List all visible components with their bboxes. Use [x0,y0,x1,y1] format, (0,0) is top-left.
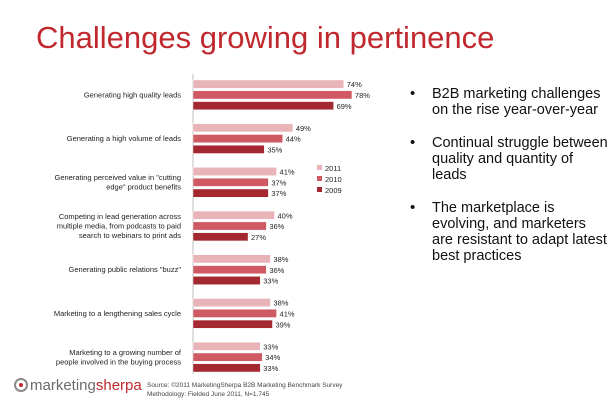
category-label: Generating perceived value in "cutting [55,173,182,182]
bar-2009-5 [192,276,261,285]
data-label: 40% [278,211,293,220]
bullet-item: • The marketplace is evolving, and market… [408,199,608,265]
logo-mark-icon [14,378,28,392]
category-label: Marketing to a growing number of [69,348,182,357]
source-line: Source: ©2011 MarketingSherpa B2B Market… [147,382,343,389]
methodology-line: Methodology: Fielded June 2011, N=1,745 [147,391,270,398]
bullet-text: B2B marketing challenges on the rise yea… [432,86,601,118]
bullet-list: • B2B marketing challenges on the rise ye… [408,86,608,281]
data-label: 33% [263,277,278,286]
bar-2011-1 [192,79,344,89]
bar-2010-4 [192,221,267,231]
category-label: Competing in lead generation across [59,212,181,221]
data-label: 36% [269,222,284,231]
data-label: 41% [280,310,295,319]
category-label: people involved in the buying process [56,357,181,366]
bar-2010-1 [192,90,353,100]
bar-2009-7 [192,363,261,373]
data-label: 44% [286,135,301,144]
bar-2011-3 [192,167,277,176]
bullet-icon: • [410,134,416,151]
bullet-text: The marketplace is evolving, and markete… [432,200,607,264]
bullet-item: • Continual struggle between quality and … [408,134,608,184]
data-label: 38% [273,255,288,264]
data-label: 69% [337,102,352,111]
legend-swatch-2010 [317,176,322,181]
category-label: multiple media, from podcasts to paid [57,222,181,231]
bar-2009-4 [192,232,249,242]
data-label: 33% [263,364,278,373]
bullet-icon: • [410,85,416,102]
data-label: 36% [269,266,284,275]
data-label: 27% [251,233,266,242]
data-label: 78% [355,91,370,100]
data-label: 49% [296,124,311,133]
data-label: 33% [263,342,278,351]
bar-2009-2 [192,145,265,154]
data-label: 37% [271,189,286,198]
legend-label-2010: 2010 [325,175,342,184]
logo-text-sherpa: sherpa [95,376,142,394]
bullet-icon: • [410,199,416,216]
bar-2010-2 [192,134,283,143]
bar-2009-3 [192,188,269,198]
legend-swatch-2011 [317,165,322,170]
bar-2011-5 [192,254,271,264]
data-label: 34% [265,353,280,362]
marketingsherpa-logo: marketing sherpa [14,375,142,395]
category-label: Generating public relations "buzz" [69,265,182,274]
bar-2010-7 [192,352,263,362]
bar-2009-1 [192,101,334,110]
data-label: 35% [267,146,282,155]
bar-2011-7 [192,342,261,351]
category-label: edge" product benefits [106,183,181,192]
slide-title: Challenges growing in pertinence [36,20,495,55]
data-label: 41% [280,168,295,177]
bar-2010-3 [192,177,269,187]
category-label: Generating a high volume of leads [67,134,181,143]
data-label: 37% [271,178,286,187]
legend-label-2011: 2011 [325,164,341,173]
legend-swatch-2009 [317,187,322,192]
category-label: Marketing to a lengthening sales cycle [54,309,181,318]
bar-2010-6 [192,309,277,318]
category-label: search to webinars to print ads [79,231,181,240]
bar-2011-2 [192,123,294,133]
bar-2011-6 [192,298,271,307]
data-label: 38% [273,299,288,308]
bar-2011-4 [192,210,275,220]
category-label: Generating high quality leads [84,90,181,99]
legend-label-2009: 2009 [325,186,342,195]
bar-2009-6 [192,319,273,329]
logo-text-marketing: marketing [30,376,96,394]
source-note: Source: ©2011 MarketingSherpa B2B Market… [147,381,342,399]
data-label: 74% [347,80,362,89]
data-label: 39% [275,320,290,329]
bullet-item: • B2B marketing challenges on the rise ye… [408,85,608,119]
bar-2010-5 [192,265,267,275]
bullet-text: Continual struggle between quality and q… [432,135,608,183]
